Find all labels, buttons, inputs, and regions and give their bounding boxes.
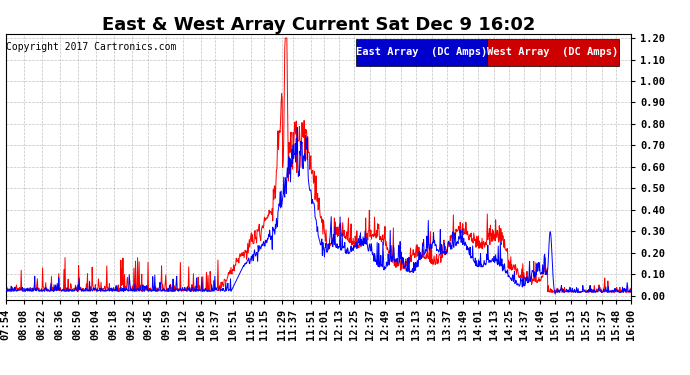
Text: East Array  (DC Amps): East Array (DC Amps) bbox=[356, 47, 487, 57]
FancyBboxPatch shape bbox=[356, 39, 487, 66]
Text: West Array  (DC Amps): West Array (DC Amps) bbox=[488, 47, 619, 57]
Text: Copyright 2017 Cartronics.com: Copyright 2017 Cartronics.com bbox=[6, 42, 177, 52]
FancyBboxPatch shape bbox=[487, 39, 619, 66]
Title: East & West Array Current Sat Dec 9 16:02: East & West Array Current Sat Dec 9 16:0… bbox=[101, 16, 535, 34]
